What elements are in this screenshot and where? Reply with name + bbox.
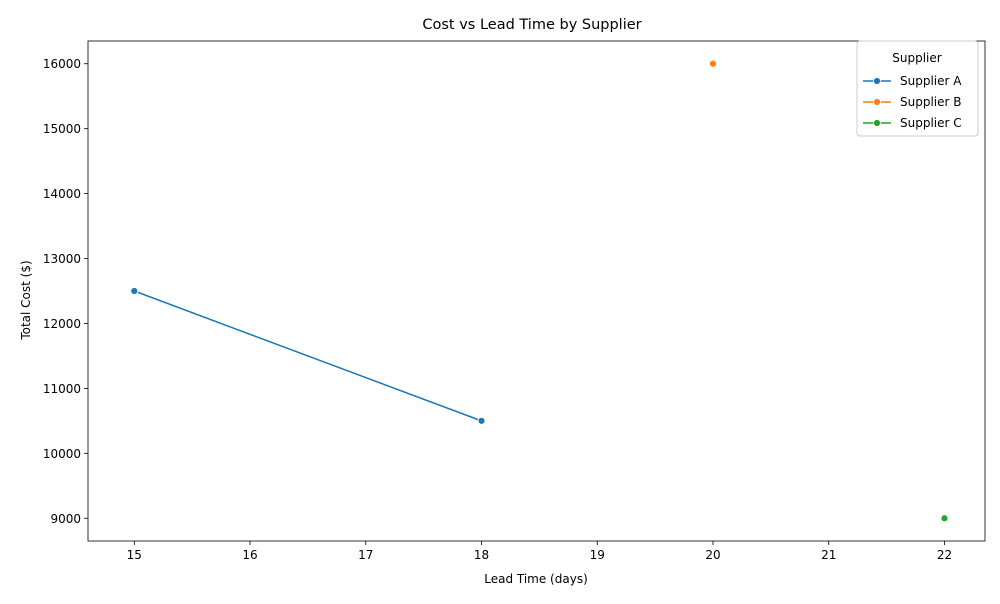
x-tick-label: 15	[127, 548, 142, 562]
legend-marker	[873, 98, 881, 106]
legend-marker	[873, 119, 881, 127]
x-tick-label: 21	[821, 548, 836, 562]
y-tick-label: 10000	[43, 447, 81, 461]
axes-spines	[87, 40, 986, 542]
y-tick-label: 16000	[43, 57, 81, 71]
series-2	[709, 59, 717, 68]
x-axis-label: Lead Time (days)	[484, 572, 588, 586]
legend-label: Supplier B	[900, 95, 962, 109]
x-tick-label: 22	[937, 548, 952, 562]
legend-label: Supplier C	[900, 116, 962, 130]
series-3	[940, 514, 949, 523]
series-layer	[130, 59, 949, 523]
legend-title: Supplier	[892, 51, 942, 65]
x-axis: 15 16 17 18 19 20 21 22	[127, 541, 952, 562]
chart-title: Cost vs Lead Time by Supplier	[422, 17, 641, 33]
x-tick-label: 18	[474, 548, 489, 562]
data-point-1-1	[130, 287, 139, 295]
legend-box	[856, 40, 979, 137]
y-tick-label: 15000	[43, 122, 81, 136]
x-tick-label: 20	[705, 548, 720, 562]
legend-entry-2: Supplier B	[863, 95, 962, 109]
y-axis-label: Total Cost ($)	[19, 260, 33, 340]
axes-frame	[87, 40, 986, 542]
series-line-1	[134, 290, 482, 422]
legend-marker	[873, 77, 881, 85]
y-axis: 9000 10000 11000 12000 13000 14000 15000 16000	[43, 57, 88, 526]
x-tick-label: 19	[590, 548, 605, 562]
legend-entries: Supplier A Supplier B Supplier C	[863, 74, 962, 130]
y-tick-label: 12000	[43, 317, 81, 331]
x-tick-label: 16	[242, 548, 257, 562]
legend-entry-1: Supplier A	[863, 74, 962, 88]
data-point-1-2	[477, 416, 486, 425]
legend: Supplier Supplier A Supplier B Supplier C	[856, 40, 979, 137]
data-point-2-1	[709, 59, 717, 68]
x-tick-label: 17	[358, 548, 373, 562]
legend-entry-3: Supplier C	[863, 116, 962, 130]
y-tick-label: 9000	[50, 512, 81, 526]
y-tick-label: 11000	[43, 382, 81, 396]
data-point-3-1	[940, 514, 949, 523]
y-tick-label: 13000	[43, 252, 81, 266]
y-tick-label: 14000	[43, 187, 81, 201]
series-1	[130, 287, 486, 425]
legend-label: Supplier A	[900, 74, 962, 88]
